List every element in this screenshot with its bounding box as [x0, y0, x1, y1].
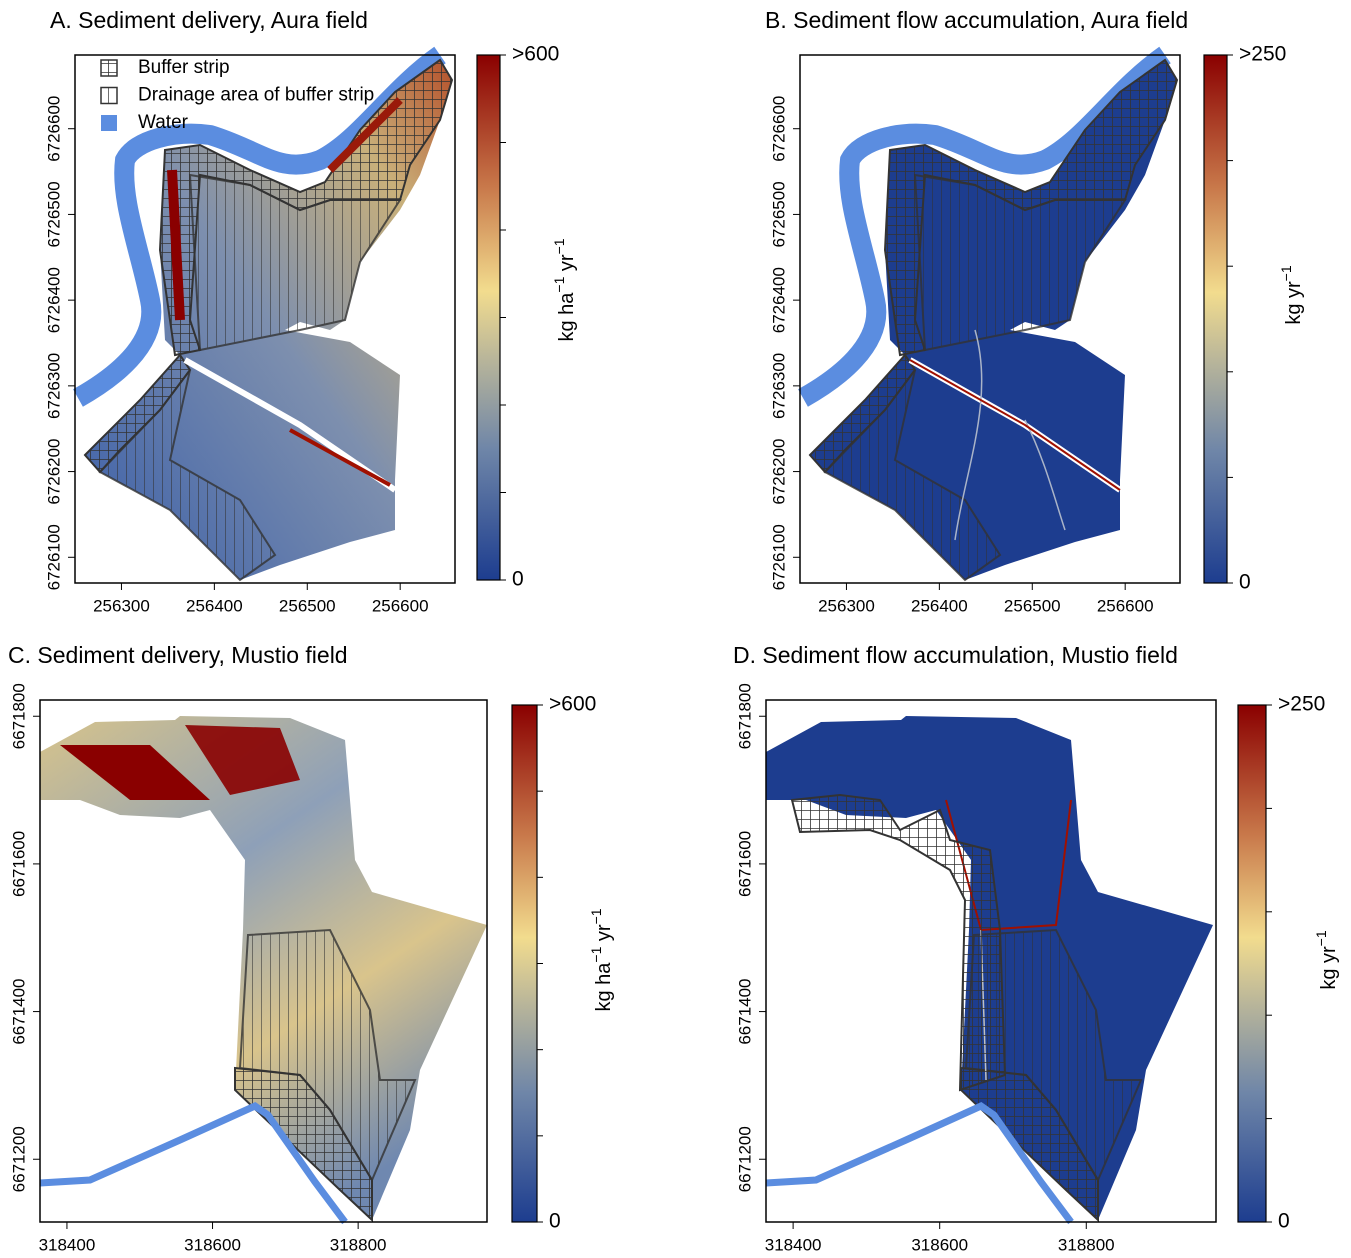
hotspot: [185, 725, 300, 795]
drainage-area: [238, 928, 417, 1183]
y-tick-label: 6726500: [769, 181, 788, 247]
x-tick-label: 256600: [372, 596, 429, 615]
drainage-area: [98, 369, 277, 582]
hotspot: [289, 428, 391, 487]
x-tick-label: 256400: [186, 596, 243, 615]
colorbar-unit: kg yr−1​: [1278, 265, 1306, 325]
colorbar: [1203, 54, 1228, 584]
unit-superscript: −1: [551, 276, 567, 292]
colorbar: [1237, 704, 1267, 1223]
plot-frame: [765, 699, 1217, 1223]
map: [798, 46, 1179, 582]
unit-superscript: −1: [588, 908, 604, 924]
hotspot: [60, 745, 210, 800]
x-tick-label: 256500: [279, 596, 336, 615]
legend-label: Water: [138, 112, 189, 133]
colorbar-label: >600: [549, 693, 596, 716]
y-tick-label: 6726100: [769, 524, 788, 590]
water: [798, 46, 1171, 407]
unit-text: kg yr: [1283, 281, 1305, 325]
x-tick-label: 318400: [765, 1235, 822, 1254]
water: [765, 1101, 1074, 1225]
panel-title: C. Sediment delivery, Mustio field: [8, 642, 348, 668]
panel-title: B. Sediment flow accumulation, Aura fiel…: [765, 7, 1188, 33]
y-tick-label: 6726600: [44, 96, 63, 162]
x-tick-label: 318600: [184, 1235, 241, 1254]
colorbar: [476, 54, 501, 581]
map: [73, 46, 454, 582]
y-tick-label: 6726200: [44, 438, 63, 504]
colorbar-unit: kg yr−1​: [1313, 930, 1341, 990]
hotspot: [1024, 419, 1066, 531]
y-tick-label: 6726100: [44, 524, 63, 590]
colorbar-label: 0: [512, 568, 524, 591]
colorbar-unit: kg ha−1​ yr−1​: [588, 908, 616, 1011]
drainage-area: [823, 369, 1002, 582]
hotspot: [327, 97, 403, 173]
drainage-area: [188, 173, 402, 352]
hotspot: [167, 169, 185, 321]
hotspot: [954, 329, 983, 541]
plot-frame: [74, 54, 456, 584]
panel-title: D. Sediment flow accumulation, Mustio fi…: [733, 642, 1178, 668]
unit-superscript: −1: [588, 946, 604, 962]
drainage-area: [913, 173, 1127, 352]
x-tick-label: 256300: [93, 596, 150, 615]
map: [39, 716, 487, 1225]
y-tick-label: 6726400: [769, 267, 788, 333]
y-tick-label: 6671200: [735, 1126, 754, 1192]
legend-swatch: [101, 115, 117, 131]
colorbar: [511, 704, 538, 1223]
y-tick-label: 6671400: [9, 978, 28, 1044]
colorbar-unit: kg ha−1​ yr−1​: [551, 238, 579, 341]
y-tick-label: 6726200: [769, 438, 788, 504]
unit-text: kg yr: [1318, 946, 1340, 990]
colorbar-label: >250: [1239, 43, 1286, 66]
x-tick-label: 256500: [1004, 596, 1061, 615]
colorbar-label: >250: [1278, 693, 1325, 716]
x-tick-label: 256600: [1097, 596, 1154, 615]
water: [39, 1101, 348, 1225]
unit-text: yr: [593, 924, 615, 947]
colorbar-label: 0: [1239, 571, 1251, 594]
colorbar-label: >600: [512, 43, 559, 66]
y-tick-label: 6726500: [44, 181, 63, 247]
plot-frame: [799, 54, 1181, 584]
y-tick-label: 6726400: [44, 267, 63, 333]
y-tick-label: 6671600: [9, 831, 28, 897]
y-tick-label: 6726600: [769, 96, 788, 162]
unit-superscript: −1: [551, 238, 567, 254]
x-tick-label: 318600: [911, 1235, 968, 1254]
x-tick-label: 256400: [911, 596, 968, 615]
hotspot: [909, 359, 1121, 491]
y-tick-label: 6671600: [735, 831, 754, 897]
plot-frame: [39, 699, 488, 1223]
x-tick-label: 256300: [818, 596, 875, 615]
unit-text: yr: [556, 254, 578, 277]
legend-swatch: [100, 86, 118, 105]
legend-swatch: [100, 59, 118, 77]
legend-label: Buffer strip: [138, 57, 230, 78]
water: [73, 46, 446, 407]
unit-text: kg ha: [593, 962, 615, 1012]
x-tick-label: 318400: [39, 1235, 96, 1254]
y-tick-label: 6671200: [9, 1126, 28, 1192]
y-tick-label: 6671800: [735, 683, 754, 749]
y-tick-label: 6726300: [769, 353, 788, 419]
x-tick-label: 318800: [330, 1235, 387, 1254]
unit-superscript: −1: [1313, 930, 1329, 946]
y-tick-label: 6671800: [9, 683, 28, 749]
legend-label: Drainage area of buffer strip: [138, 85, 374, 106]
unit-text: kg ha: [556, 292, 578, 342]
unit-superscript: −1: [1278, 265, 1294, 281]
panel-title: A. Sediment delivery, Aura field: [50, 7, 368, 33]
y-tick-label: 6671400: [735, 978, 754, 1044]
buffer-strip: [790, 793, 1007, 1092]
colorbar-label: 0: [1278, 1210, 1290, 1233]
y-tick-label: 6726300: [44, 353, 63, 419]
x-tick-label: 318800: [1058, 1235, 1115, 1254]
colorbar-label: 0: [549, 1210, 561, 1233]
